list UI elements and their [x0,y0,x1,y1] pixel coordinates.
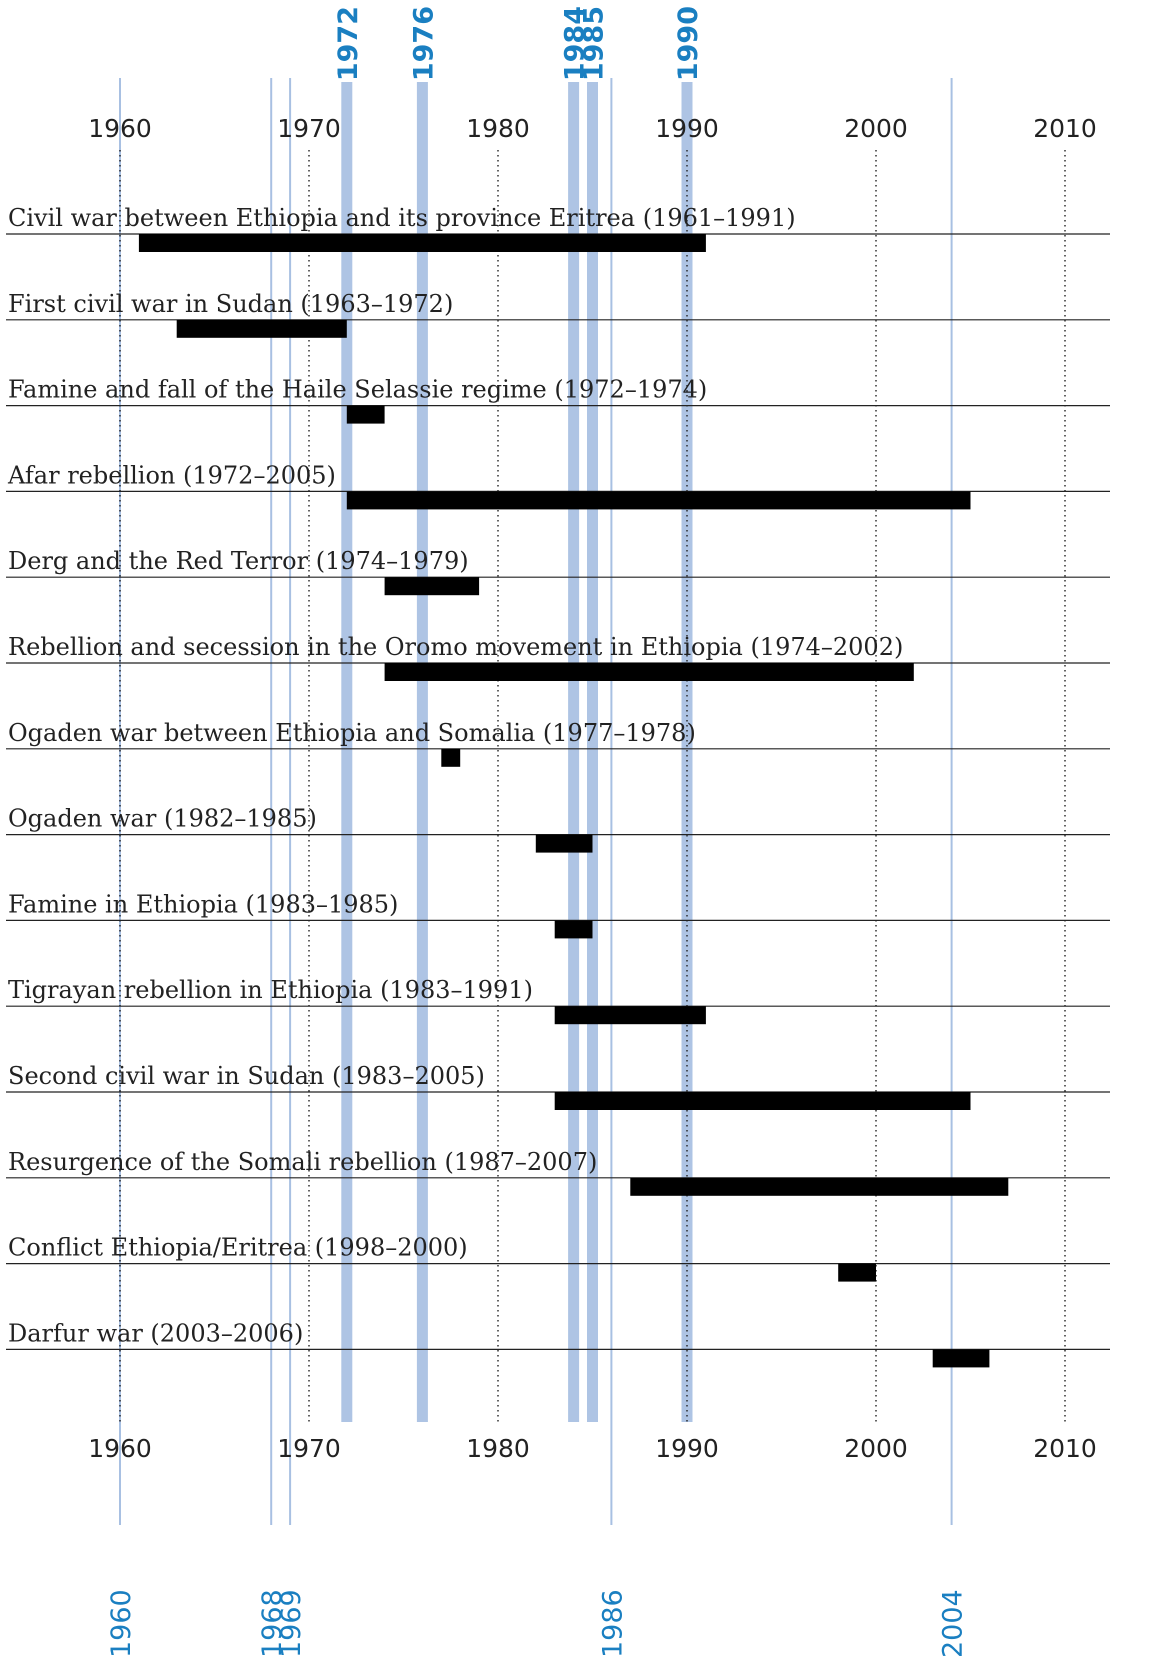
highlight-bottom-label-1968: 1968 [257,1589,288,1658]
event-row: Famine and fall of the Haile Selassie re… [6,376,1110,424]
highlight-bottom-label-1986: 1986 [597,1589,628,1658]
axis-tick-labels: 1960 1960 1970 1970 1980 1980 1990 1990 2000 2000… [88,114,1097,1463]
top-tick-label-1980: 1980 [466,114,530,143]
event-bar [535,834,593,853]
event-label: Ogaden war between Ethiopia and Somalia … [8,719,696,747]
highlight-band-1984 [568,82,580,1422]
bottom-tick-label-1960: 1960 [88,1434,152,1463]
top-tick-label-2000: 2000 [844,114,908,143]
event-label: Resurgence of the Somali rebellion (1987… [8,1148,597,1176]
highlight-top-label-1990: 1990 [673,6,704,81]
event-label: Second civil war in Sudan (1983–2005) [8,1062,485,1090]
event-row: Darfur war (2003–2006) [6,1319,1110,1368]
highlight-band-1985 [587,82,598,1422]
highlight-bottom-label-1969: 1969 [276,1589,307,1658]
top-tick-label-2010: 2010 [1033,114,1097,143]
event-row: Tigrayan rebellion in Ethiopia (1983–199… [6,976,1110,1025]
event-label: First civil war in Sudan (1963–1972) [8,290,453,318]
highlight-bottom-label-2004: 2004 [938,1589,969,1658]
event-row: Ogaden war (1982–1985) [6,805,1110,853]
event-row: First civil war in Sudan (1963–1972) [6,290,1110,338]
event-bar [554,1006,706,1025]
event-label: Famine in Ethiopia (1983–1985) [8,890,398,918]
highlight-top-label-1984: 1984 [560,6,591,81]
event-label: Conflict Ethiopia/Eritrea (1998–2000) [8,1234,468,1262]
top-tick-label-1990: 1990 [655,114,719,143]
event-rows: Civil war between Ethiopia and its provi… [6,204,1110,1368]
event-row: Conflict Ethiopia/Eritrea (1998–2000) [6,1234,1110,1282]
event-row: Resurgence of the Somali rebellion (1987… [6,1148,1110,1196]
bottom-tick-label-2010: 2010 [1033,1434,1097,1463]
event-row: Famine in Ethiopia (1983–1985) [6,890,1110,939]
event-bar [630,1177,1009,1196]
event-label: Famine and fall of the Haile Selassie re… [8,376,707,404]
event-bar [384,663,914,681]
event-row: Derg and the Red Terror (1974–1979) [6,547,1110,596]
event-bar [554,920,593,939]
event-bar [346,405,385,424]
event-row: Rebellion and secession in the Oromo mov… [6,633,1110,681]
event-bar [838,1263,876,1282]
event-label: Tigrayan rebellion in Ethiopia (1983–199… [8,976,533,1004]
event-label: Civil war between Ethiopia and its provi… [8,204,796,232]
bottom-tick-label-1990: 1990 [655,1434,719,1463]
event-row: Civil war between Ethiopia and its provi… [6,204,1110,252]
top-tick-label-1970: 1970 [277,114,341,143]
thin-highlight-lines [119,78,953,1525]
highlight-band-1972 [341,82,353,1422]
highlight-bottom-label-1960: 1960 [106,1589,137,1658]
event-bar [176,319,347,338]
highlight-top-label-1972: 1972 [333,6,364,81]
top-tick-label-1960: 1960 [88,114,152,143]
bottom-tick-label-1970: 1970 [277,1434,341,1463]
event-label: Rebellion and secession in the Oromo mov… [8,633,903,661]
bottom-tick-label-2000: 2000 [844,1434,908,1463]
event-bar [932,1349,990,1368]
event-bar [554,1092,971,1110]
event-bar [384,577,480,596]
thick-highlight-bands [341,82,693,1422]
highlight-top-label-1985: 1985 [579,6,610,81]
event-bar [138,234,706,252]
event-bar [441,748,461,767]
event-label: Afar rebellion (1972–2005) [7,461,336,489]
event-bar [346,491,971,510]
event-label: Derg and the Red Terror (1974–1979) [8,547,469,575]
highlight-band-1990 [681,82,693,1422]
event-row: Second civil war in Sudan (1983–2005) [6,1062,1110,1110]
highlight-band-1976 [416,82,428,1422]
event-label: Darfur war (2003–2006) [8,1319,303,1347]
event-row: Afar rebellion (1972–2005) [6,461,1110,510]
event-row: Ogaden war between Ethiopia and Somalia … [6,719,1110,767]
bottom-tick-label-1980: 1980 [466,1434,530,1463]
highlight-top-label-1976: 1976 [408,6,439,81]
event-label: Ogaden war (1982–1985) [8,805,317,833]
